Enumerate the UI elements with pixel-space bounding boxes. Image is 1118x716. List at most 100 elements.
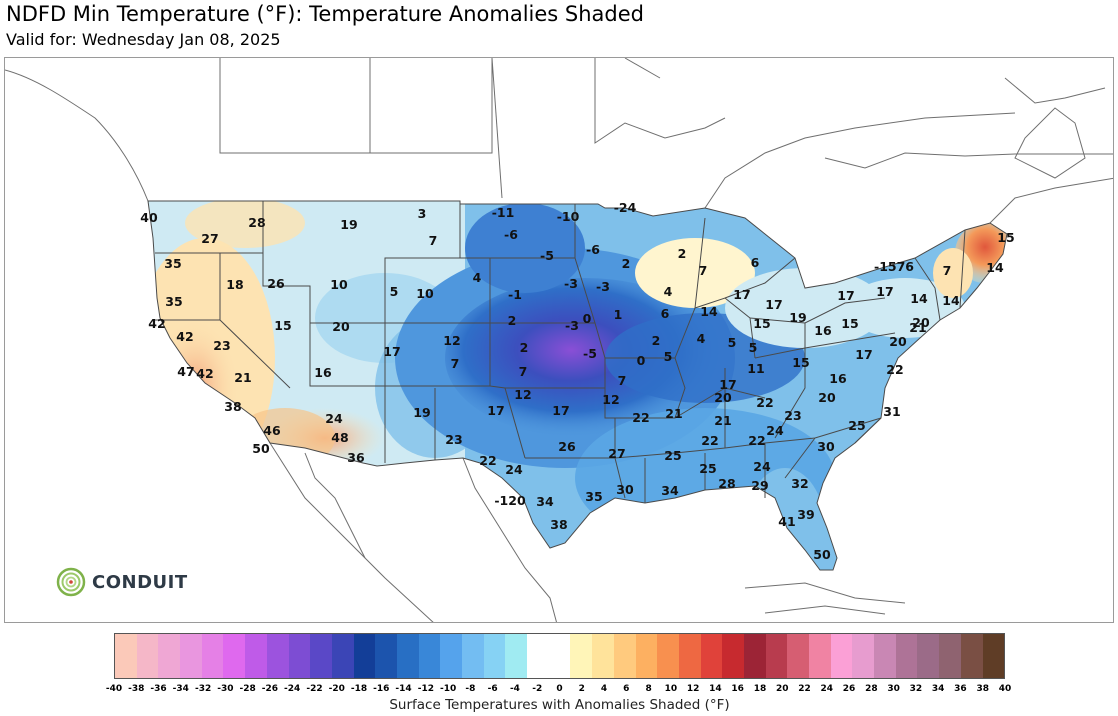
temperature-label: 4: [697, 331, 706, 346]
temperature-label: 17: [719, 377, 736, 392]
colorbar-tick-label: 4: [600, 684, 608, 694]
temperature-label: 7: [699, 263, 708, 278]
temperature-label: 17: [876, 284, 893, 299]
colorbar-swatch: [396, 634, 419, 678]
colorbar-swatch: [592, 634, 614, 678]
colorbar-swatch: [180, 634, 202, 678]
temperature-label: 5: [664, 349, 673, 364]
temperature-label: 35: [164, 256, 181, 271]
colorbar-swatch: [960, 634, 983, 678]
temperature-label: 15: [792, 355, 809, 370]
temperature-label: 2: [678, 246, 687, 261]
colorbar-swatch: [874, 634, 896, 678]
colorbar-tick-label: 6: [623, 684, 630, 694]
colorbar-swatch: [527, 634, 549, 678]
temperature-label: 27: [608, 446, 625, 461]
colorbar-swatch: [657, 634, 679, 678]
colorbar-tick-label: -6: [487, 684, 498, 694]
temperature-label: 23: [213, 338, 230, 353]
colorbar-swatch: [136, 634, 159, 678]
temperature-label: 34: [661, 483, 679, 498]
temperature-label: 22: [886, 362, 903, 377]
temperature-label: 20: [912, 315, 930, 330]
colorbar-swatch: [375, 634, 397, 678]
colorbar-tick-label: -36: [150, 684, 167, 694]
colorbar-swatch: [158, 634, 181, 678]
temperature-label: 24: [753, 459, 771, 474]
temperature-label: 16: [314, 365, 332, 380]
colorbar-tick-label: 40: [998, 684, 1012, 694]
temperature-label: 7: [618, 373, 627, 388]
temperature-label: 4: [473, 270, 482, 285]
temperature-label: 39: [797, 507, 814, 522]
temperature-label: 21: [714, 413, 731, 428]
temperature-label: 42: [196, 366, 213, 381]
colorbar-tick-label: 28: [865, 684, 878, 694]
colorbar-swatch: [722, 634, 744, 678]
temperature-label: 18: [226, 277, 243, 292]
temperature-label: 30: [817, 439, 835, 454]
temperature-label: 14: [700, 304, 718, 319]
temperature-label: 42: [148, 316, 165, 331]
temperature-label: 12: [602, 392, 619, 407]
colorbar-swatch: [548, 634, 571, 678]
temperature-label: -11: [492, 205, 515, 220]
temperature-label: 30: [616, 482, 634, 497]
temperature-label: 0: [637, 353, 646, 368]
temperature-label: -3: [564, 276, 578, 291]
temperature-label: -1576: [874, 259, 914, 274]
temperature-label: 26: [558, 439, 576, 454]
temperature-label: 22: [701, 433, 718, 448]
temperature-label: -24: [614, 200, 637, 215]
temperature-label: 2: [622, 256, 631, 271]
colorbar-ticks: -40 -38 -36 -34 -32 -30 -28 -26 -24 -22 -20 -18 -16-…: [106, 684, 1011, 696]
temperature-label: 11: [747, 361, 764, 376]
temperature-label: -5: [540, 248, 554, 263]
colorbar-swatch: [787, 634, 809, 678]
temperature-label: 35: [165, 294, 182, 309]
temperature-label: 19: [340, 217, 357, 232]
temperature-label: 26: [267, 276, 285, 291]
colorbar-tick-label: -30: [217, 684, 234, 694]
temperature-label: 4: [664, 284, 673, 299]
colorbar-tick-label: -34: [172, 684, 189, 694]
colorbar: [114, 633, 1005, 679]
temperature-label: -3: [596, 279, 610, 294]
colorbar-tick-label: -8: [465, 684, 476, 694]
temperature-label: 2: [652, 333, 661, 348]
colorbar-tick-label: -16: [373, 684, 390, 694]
colorbar-tick-label: 12: [686, 684, 700, 694]
temperature-label: 28: [248, 215, 265, 230]
temperature-label: 38: [550, 517, 567, 532]
background-land: [5, 58, 1113, 622]
temperature-map[interactable]: 40 28 19 3 7 27 35 18 26 10 5 10 35 42 42 15 20 23 17 12 7 47…: [4, 57, 1114, 623]
temperature-label: 7: [943, 263, 952, 278]
temperature-label: 23: [445, 432, 462, 447]
temperature-label: 24: [325, 411, 343, 426]
temperature-label: 21: [665, 406, 682, 421]
temperature-label: 14: [910, 291, 928, 306]
colorbar-swatch: [917, 634, 940, 678]
colorbar-tick-label: -24: [284, 684, 301, 694]
temperature-label: -5: [583, 346, 597, 361]
temperature-label: 22: [748, 433, 765, 448]
temperature-label: 16: [829, 371, 847, 386]
temperature-label: 15: [841, 316, 858, 331]
temperature-label: 28: [718, 476, 735, 491]
colorbar-swatch: [765, 634, 788, 678]
temperature-label: -6: [586, 242, 600, 257]
temperature-label: 6: [661, 306, 670, 321]
temperature-label: 40: [140, 210, 158, 225]
colorbar-tick-label: -28: [239, 684, 256, 694]
colorbar-tick-label: 2: [578, 684, 585, 694]
temperature-label: 10: [416, 286, 434, 301]
temperature-label: 19: [789, 310, 806, 325]
colorbar-swatch: [613, 634, 636, 678]
colorbar-tick-label: -18: [350, 684, 368, 694]
colorbar-swatch: [245, 634, 267, 678]
temperature-label: -6: [504, 227, 518, 242]
temperature-label: 2: [508, 313, 517, 328]
temperature-label: 20: [818, 390, 836, 405]
temperature-label: 25: [699, 461, 716, 476]
